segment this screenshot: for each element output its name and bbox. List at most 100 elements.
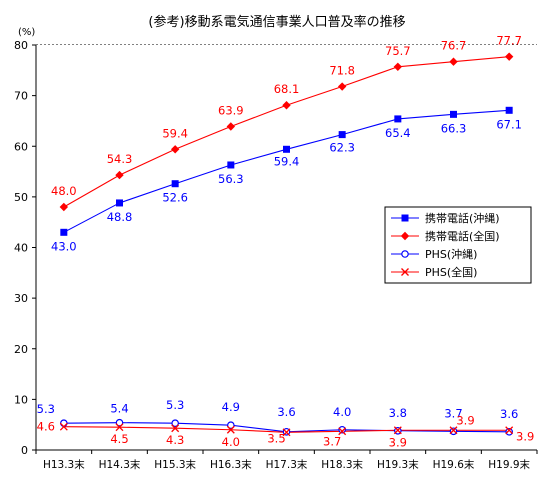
marker-stroke — [226, 425, 235, 434]
legend-marker — [401, 250, 409, 258]
data-point-marker — [115, 418, 124, 427]
data-label: 5.4 — [110, 402, 128, 416]
marker-stroke — [393, 426, 402, 435]
data-label: 4.5 — [110, 432, 128, 446]
x-tick-label: H19.9末 — [488, 458, 530, 471]
data-label: 71.8 — [329, 64, 355, 78]
data-point-marker — [393, 426, 402, 435]
series-markers — [59, 52, 514, 437]
data-label: 52.6 — [162, 191, 188, 205]
data-point-marker — [449, 426, 458, 435]
data-label: 3.9 — [456, 413, 474, 427]
marker-stroke — [401, 268, 409, 276]
data-point-marker — [227, 161, 235, 169]
data-label: 4.3 — [166, 433, 184, 447]
data-point-marker — [283, 145, 290, 153]
data-label: 4.6 — [37, 420, 55, 434]
data-point-marker — [170, 145, 180, 154]
data-point-marker — [59, 422, 68, 431]
data-label: 77.7 — [496, 34, 522, 48]
legend-marker — [400, 231, 410, 241]
data-label: 4.0 — [222, 435, 240, 449]
data-label: 75.7 — [385, 44, 411, 58]
data-label: 62.3 — [329, 141, 355, 155]
data-point-marker — [59, 202, 69, 212]
data-point-marker — [393, 62, 403, 71]
y-tick-label: 30 — [14, 292, 28, 305]
data-label: 5.3 — [166, 398, 184, 412]
data-label: 3.8 — [389, 406, 407, 420]
y-tick-label: 60 — [14, 140, 28, 153]
data-label: 3.9 — [389, 435, 407, 449]
data-point-marker — [115, 423, 124, 432]
data-label: 3.7 — [444, 406, 462, 420]
data-point-marker — [504, 52, 514, 61]
data-point-marker — [226, 425, 235, 434]
data-point-marker — [226, 122, 236, 131]
data-point-marker — [282, 101, 291, 110]
y-tick-label: 20 — [14, 343, 28, 356]
data-point-marker — [338, 425, 346, 434]
legend-marker — [401, 214, 409, 222]
data-point-marker — [505, 427, 513, 436]
marker-stroke — [338, 427, 347, 436]
y-tick-label: 10 — [14, 393, 28, 406]
legend-label: 携帯電話(全国) — [425, 229, 500, 243]
data-labels: 43.0 48.8 52.6 56.3 59.4 62.3 65.4 66.3 67.1 48.0… — [37, 34, 535, 450]
data-point-marker — [449, 57, 458, 66]
data-label: 3.7 — [323, 434, 341, 448]
x-tick-label: H19.6末 — [433, 458, 475, 471]
data-point-marker — [227, 421, 235, 429]
data-point-marker — [505, 426, 514, 435]
legend-label: 携帯電話(沖縄) — [425, 211, 500, 225]
legend-box — [384, 206, 532, 284]
x-axis-ticks: H13.3末 H14.3末 H15.3末 H16.3末 H17.3末 H18.3末 H19.… — [35, 450, 538, 471]
data-label: 63.9 — [218, 104, 244, 118]
data-label: 3.6 — [277, 405, 295, 419]
marker-stroke — [115, 423, 124, 432]
data-label: 68.1 — [274, 82, 300, 96]
data-point-marker — [60, 228, 68, 236]
data-label: 3.9 — [516, 429, 534, 443]
legend: 携帯電話(沖縄) 携帯電話(全国) PHS(沖縄) PHS(全国) — [384, 206, 532, 284]
data-point-marker — [394, 115, 402, 123]
data-point-marker — [450, 110, 457, 118]
data-label: 4.0 — [333, 405, 351, 419]
data-label: 65.4 — [385, 126, 411, 140]
data-point-marker — [337, 82, 347, 91]
data-point-marker — [282, 428, 291, 437]
data-label: 4.9 — [222, 400, 240, 414]
x-tick-label: H19.3末 — [377, 458, 419, 471]
data-label: 3.6 — [500, 407, 518, 421]
marker-stroke — [449, 426, 458, 435]
legend-label: PHS(沖縄) — [425, 247, 477, 261]
data-point-marker — [115, 170, 124, 180]
data-label: 43.0 — [51, 239, 77, 253]
x-tick-label: H14.3末 — [99, 458, 141, 471]
y-axis-unit-label: (%) — [18, 27, 35, 38]
data-label: 48.0 — [51, 184, 77, 198]
marker-stroke — [171, 424, 180, 433]
data-label: 5.3 — [37, 402, 55, 416]
x-tick-label: H17.3末 — [266, 458, 308, 471]
y-tick-label: 0 — [21, 444, 28, 457]
data-label: 48.8 — [107, 210, 133, 224]
data-point-marker — [505, 106, 513, 114]
legend-label: PHS(全国) — [425, 265, 477, 279]
x-tick-label: H15.3末 — [154, 458, 196, 471]
data-label: 54.3 — [107, 152, 133, 166]
data-point-marker — [60, 419, 68, 427]
marker-stroke — [59, 422, 68, 431]
y-tick-label: 50 — [14, 191, 28, 204]
data-point-marker — [116, 199, 123, 207]
data-label: 59.4 — [274, 154, 300, 168]
legend-marker — [401, 268, 409, 276]
chart-title: (参考)移動系電気通信事業人口普及率の推移 — [148, 14, 405, 30]
y-axis-ticks: 0 10 20 30 40 50 60 70 80 — [14, 39, 36, 457]
data-point-marker — [171, 180, 179, 188]
data-label: 59.4 — [162, 126, 188, 140]
data-label: 3.5 — [267, 431, 285, 445]
x-tick-label: H13.3末 — [43, 458, 85, 471]
marker-stroke — [282, 428, 291, 437]
